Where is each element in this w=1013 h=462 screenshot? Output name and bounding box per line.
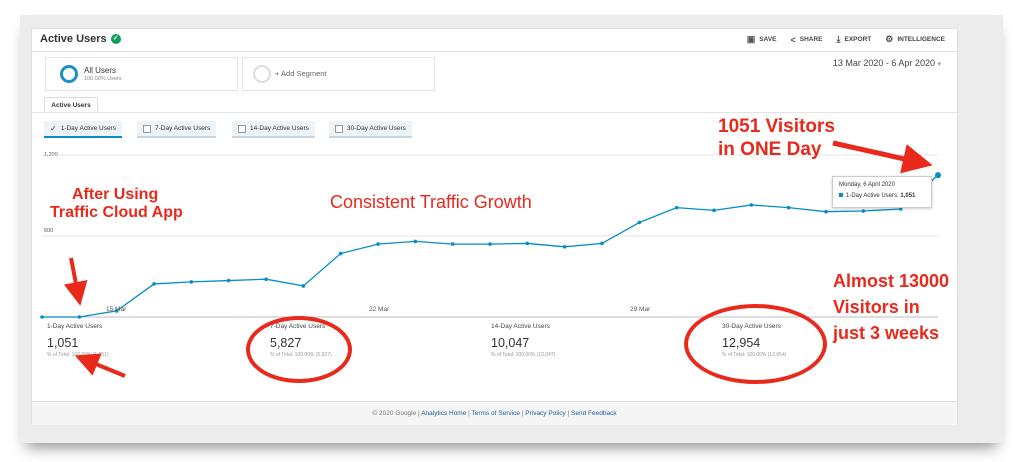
series-color-icon bbox=[839, 193, 843, 197]
segment-all-users[interactable]: All Users 100.00% Users bbox=[45, 57, 238, 91]
export-button[interactable]: ⤓ EXPORT bbox=[836, 34, 872, 44]
chart-tooltip: Monday, 6 April 2020 1-Day Active Users:… bbox=[832, 176, 932, 208]
footer-link-terms[interactable]: Terms of Service bbox=[471, 410, 520, 417]
add-segment-button[interactable]: + Add Segment bbox=[242, 57, 435, 91]
footer-link-feedback[interactable]: Send Feedback bbox=[571, 410, 617, 417]
segment-ring-icon bbox=[60, 65, 78, 83]
x-tick-label: 29 Mar bbox=[630, 306, 651, 313]
checkmark-icon: ✓ bbox=[50, 124, 57, 133]
report-header: Active Users ✓ ▣ SAVE < SHARE ⤓ EXPORT ⚙ INT… bbox=[32, 29, 957, 52]
data-point[interactable] bbox=[525, 241, 530, 246]
y-tick-label: 600 bbox=[44, 228, 54, 234]
checkbox-icon bbox=[335, 124, 343, 133]
footer-link-analytics-home[interactable]: Analytics Home bbox=[421, 410, 467, 417]
screenshot-frame: Active Users ✓ ▣ SAVE < SHARE ⤓ EXPORT ⚙ INT… bbox=[20, 15, 1003, 443]
checkbox-icon bbox=[238, 124, 246, 133]
data-point[interactable] bbox=[40, 315, 44, 319]
data-point[interactable] bbox=[562, 245, 567, 249]
share-icon: < bbox=[790, 34, 796, 45]
tooltip-value-row: 1-Day Active Users: 1,051 bbox=[839, 193, 915, 199]
data-point[interactable] bbox=[749, 203, 754, 207]
annotation-circle-7-day bbox=[246, 316, 352, 383]
data-point[interactable] bbox=[338, 251, 343, 256]
data-point[interactable] bbox=[114, 309, 119, 313]
stat-14-day: 14-Day Active Users 10,047 % of Total: 1… bbox=[491, 323, 556, 358]
data-point[interactable] bbox=[786, 205, 791, 210]
save-button[interactable]: ▣ SAVE bbox=[746, 34, 777, 44]
data-point[interactable] bbox=[226, 278, 231, 283]
data-point[interactable] bbox=[413, 239, 418, 244]
x-tick-label: 22 Mar bbox=[369, 306, 390, 313]
annotation-after-using: After Using Traffic Cloud App bbox=[50, 186, 183, 221]
segment-sub: 100.00% Users bbox=[84, 76, 122, 82]
save-icon: ▣ bbox=[746, 34, 756, 44]
data-point[interactable] bbox=[935, 172, 941, 179]
empty-segment-icon bbox=[253, 65, 271, 83]
tooltip-date: Monday, 6 April 2020 bbox=[839, 182, 895, 188]
verified-check-icon: ✓ bbox=[110, 34, 121, 44]
segment-name: All Users bbox=[84, 66, 117, 75]
intelligence-button[interactable]: ⚙ INTELLIGENCE bbox=[885, 34, 945, 44]
date-range-selector[interactable]: 13 Mar 2020 - 6 Apr 2020 ▾ bbox=[832, 58, 941, 68]
data-point[interactable] bbox=[488, 242, 492, 246]
annotation-circle-30-day bbox=[684, 304, 827, 384]
chevron-down-icon: ▾ bbox=[937, 61, 941, 68]
toggle-7-day-active-users[interactable]: 7-Day Active Users bbox=[137, 121, 217, 138]
toggle-1-day-active-users[interactable]: ✓ 1-Day Active Users bbox=[44, 121, 122, 138]
data-point[interactable] bbox=[637, 220, 642, 225]
tab-active-users[interactable]: Active Users bbox=[44, 97, 98, 113]
data-point[interactable] bbox=[674, 205, 679, 210]
data-point[interactable] bbox=[77, 315, 82, 319]
toggle-30-day-active-users[interactable]: 30-Day Active Users bbox=[329, 121, 412, 138]
report-toolbar: ▣ SAVE < SHARE ⤓ EXPORT ⚙ INTELLIGENCE bbox=[747, 34, 945, 45]
data-point[interactable] bbox=[152, 282, 156, 286]
active-users-line-chart[interactable] bbox=[32, 29, 957, 319]
footer-link-privacy[interactable]: Privacy Policy bbox=[525, 410, 566, 417]
stat-1-day: 1-Day Active Users 1,051 % of Total: 100… bbox=[47, 323, 109, 358]
checkbox-icon bbox=[143, 124, 151, 133]
x-tick-label: 15 Mar bbox=[106, 306, 127, 313]
data-point[interactable] bbox=[264, 277, 268, 281]
report-title: Active Users ✓ bbox=[40, 33, 121, 45]
data-point[interactable] bbox=[712, 208, 716, 213]
stat-value: 10,047 bbox=[491, 336, 530, 350]
tab-divider bbox=[32, 112, 957, 113]
stat-value: 1,051 bbox=[47, 336, 79, 350]
data-point[interactable] bbox=[450, 242, 455, 246]
data-point[interactable] bbox=[861, 209, 866, 213]
export-icon: ⤓ bbox=[836, 34, 841, 44]
share-button[interactable]: < SHARE bbox=[790, 34, 823, 45]
toggle-14-day-active-users[interactable]: 14-Day Active Users bbox=[232, 121, 315, 138]
page-footer: © 2020 Google | Analytics Home | Terms o… bbox=[32, 401, 957, 425]
add-segment-label: + Add Segment bbox=[275, 69, 327, 78]
intelligence-icon: ⚙ bbox=[885, 34, 894, 44]
data-point[interactable] bbox=[376, 242, 380, 246]
data-point[interactable] bbox=[301, 284, 306, 288]
data-point[interactable] bbox=[600, 241, 604, 246]
data-point[interactable] bbox=[824, 209, 828, 214]
data-point[interactable] bbox=[189, 280, 194, 284]
annotation-almost-13000: Almost 13000 Visitors in just 3 weeks bbox=[833, 271, 950, 343]
analytics-card: Active Users ✓ ▣ SAVE < SHARE ⤓ EXPORT ⚙ INT… bbox=[32, 29, 957, 425]
annotation-traffic-growth: Consistent Traffic Growth bbox=[330, 192, 532, 212]
annotation-1051-visitors: 1051 Visitors in ONE Day bbox=[718, 116, 835, 160]
data-point[interactable] bbox=[898, 207, 903, 211]
